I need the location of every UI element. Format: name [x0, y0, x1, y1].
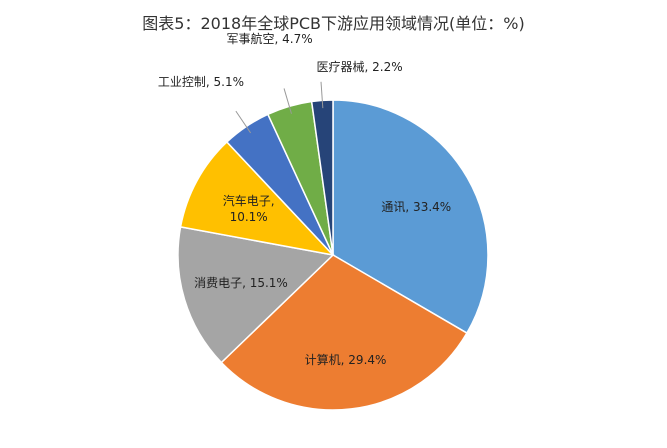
data-label: 计算机, 29.4%	[304, 352, 387, 367]
pie-slice	[220, 254, 468, 411]
data-label: 医疗器械, 2.2%	[316, 59, 403, 74]
leader-line	[283, 88, 292, 114]
data-label: 工业控制, 5.1%	[157, 74, 244, 89]
pie-slice	[177, 226, 335, 364]
data-label: 军事航空, 4.7%	[226, 32, 313, 47]
chart-title: 图表5：2018年全球PCB下游应用领域情况(单位：%)	[142, 14, 525, 33]
pie-slice	[332, 99, 489, 335]
pie-slice	[179, 140, 336, 257]
leader-line	[320, 81, 324, 109]
data-label: 汽车电子, 10.1%	[222, 193, 275, 224]
data-label: 消费电子, 15.1%	[194, 275, 288, 290]
leader-line	[235, 110, 252, 134]
data-label: 通讯, 33.4%	[381, 200, 452, 215]
